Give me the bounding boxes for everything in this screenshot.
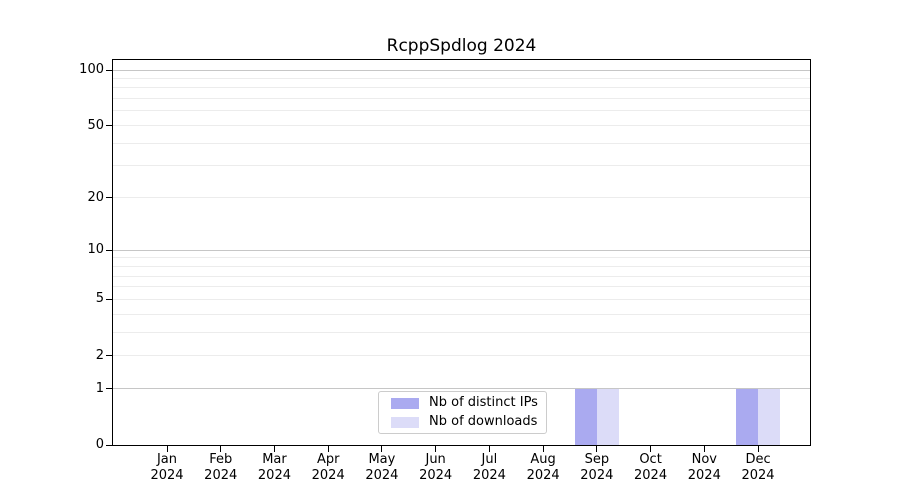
x-tick-label: Feb 2024 xyxy=(186,452,256,484)
x-tick-label-year: 2024 xyxy=(150,468,184,483)
x-tick-mark xyxy=(542,446,544,452)
gridline-major xyxy=(113,249,810,251)
x-tick-label-year: 2024 xyxy=(580,468,614,483)
x-tick-label: Aug 2024 xyxy=(508,452,578,484)
y-tick-label: 20 xyxy=(87,189,104,205)
x-tick-mark xyxy=(220,446,222,452)
gridline-major xyxy=(113,69,810,71)
x-tick-label-year: 2024 xyxy=(365,468,399,483)
x-tick-label-month: May xyxy=(368,452,396,467)
gridline-minor xyxy=(113,298,810,300)
bar-distinct-ips xyxy=(736,388,759,445)
x-tick-label-year: 2024 xyxy=(257,468,291,483)
gridline-minor xyxy=(113,110,810,112)
x-tick-label-year: 2024 xyxy=(634,468,668,483)
gridline-minor xyxy=(113,331,810,333)
y-tick-mark xyxy=(106,197,112,199)
x-tick-label: Sep 2024 xyxy=(562,452,632,484)
x-tick-label-year: 2024 xyxy=(204,468,238,483)
legend: Nb of distinct IPs Nb of downloads xyxy=(378,391,547,434)
x-tick-label-month: Apr xyxy=(316,452,340,467)
x-tick-label: Dec 2024 xyxy=(723,452,793,484)
legend-item: Nb of downloads xyxy=(391,414,546,430)
legend-swatch-distinct-ips xyxy=(391,397,419,409)
bar-distinct-ips xyxy=(574,388,597,445)
x-tick-mark xyxy=(166,446,168,452)
x-tick-label-year: 2024 xyxy=(311,468,345,483)
x-tick-label-year: 2024 xyxy=(472,468,506,483)
bar-downloads xyxy=(758,388,781,445)
x-tick-mark xyxy=(327,446,329,452)
x-tick-mark xyxy=(596,446,598,452)
gridline-minor xyxy=(113,286,810,288)
x-tick-label-month: Oct xyxy=(639,452,662,467)
gridline-minor xyxy=(113,98,810,100)
x-tick-label: Oct 2024 xyxy=(616,452,686,484)
y-tick-label: 5 xyxy=(95,291,104,307)
x-tick-label-year: 2024 xyxy=(419,468,453,483)
x-tick-label-month: Mar xyxy=(262,452,287,467)
gridline-minor xyxy=(113,87,810,89)
x-tick-mark xyxy=(757,446,759,452)
x-tick-label-year: 2024 xyxy=(687,468,721,483)
x-tick-label-month: Jun xyxy=(425,452,446,467)
plot-area: Nb of distinct IPs Nb of downloads xyxy=(112,59,811,446)
x-tick-label-year: 2024 xyxy=(741,468,775,483)
x-tick-label-month: Nov xyxy=(691,452,717,467)
x-tick-label: Nov 2024 xyxy=(669,452,739,484)
x-tick-mark xyxy=(381,446,383,452)
gridline-minor xyxy=(113,77,810,79)
x-tick-label: Mar 2024 xyxy=(239,452,309,484)
gridline-minor xyxy=(113,265,810,267)
gridline-minor xyxy=(113,197,810,199)
legend-swatch-downloads xyxy=(391,416,419,428)
x-tick-mark xyxy=(703,446,705,452)
y-tick-mark xyxy=(106,69,112,71)
y-tick-mark xyxy=(106,355,112,357)
gridline-minor xyxy=(113,355,810,357)
x-tick-label-month: Aug xyxy=(530,452,556,467)
gridline-minor xyxy=(113,125,810,127)
x-tick-label-year: 2024 xyxy=(526,468,560,483)
y-tick-label: 100 xyxy=(79,62,104,77)
legend-label: Nb of distinct IPs xyxy=(429,395,538,410)
gridline-major xyxy=(113,388,810,390)
x-tick-label-month: Jul xyxy=(481,452,498,467)
y-tick-label: 0 xyxy=(95,437,104,452)
x-tick-label-month: Jan xyxy=(156,452,178,467)
x-tick-label-month: Sep xyxy=(584,452,610,467)
y-tick-label: 2 xyxy=(95,347,104,363)
x-tick-label-month: Dec xyxy=(745,452,771,467)
x-tick-label-month: Feb xyxy=(209,452,233,467)
x-tick-label: Apr 2024 xyxy=(293,452,363,484)
chart-title: RcppSpdlog 2024 xyxy=(386,36,537,56)
gridline-minor xyxy=(113,275,810,277)
x-tick-label: Jan 2024 xyxy=(132,452,202,484)
legend-label: Nb of downloads xyxy=(429,414,538,429)
x-tick-mark xyxy=(650,446,652,452)
legend-item: Nb of distinct IPs xyxy=(391,395,546,411)
gridline-minor xyxy=(113,142,810,144)
gridline-minor xyxy=(113,165,810,167)
y-tick-mark xyxy=(106,125,112,127)
y-tick-mark xyxy=(106,298,112,300)
bar-downloads xyxy=(596,388,619,445)
x-tick-mark xyxy=(435,446,437,452)
y-tick-label: 50 xyxy=(87,117,104,133)
gridline-minor xyxy=(113,313,810,315)
y-tick-label: 10 xyxy=(87,242,104,258)
y-tick-mark xyxy=(106,388,112,390)
x-tick-label: Jun 2024 xyxy=(401,452,471,484)
gridline-minor xyxy=(113,257,810,259)
y-tick-label: 1 xyxy=(95,380,104,396)
x-tick-label: Jul 2024 xyxy=(454,452,524,484)
x-tick-label: May 2024 xyxy=(347,452,417,484)
y-tick-mark xyxy=(106,249,112,251)
x-tick-mark xyxy=(273,446,275,452)
y-tick-mark xyxy=(106,444,112,446)
x-tick-mark xyxy=(488,446,490,452)
